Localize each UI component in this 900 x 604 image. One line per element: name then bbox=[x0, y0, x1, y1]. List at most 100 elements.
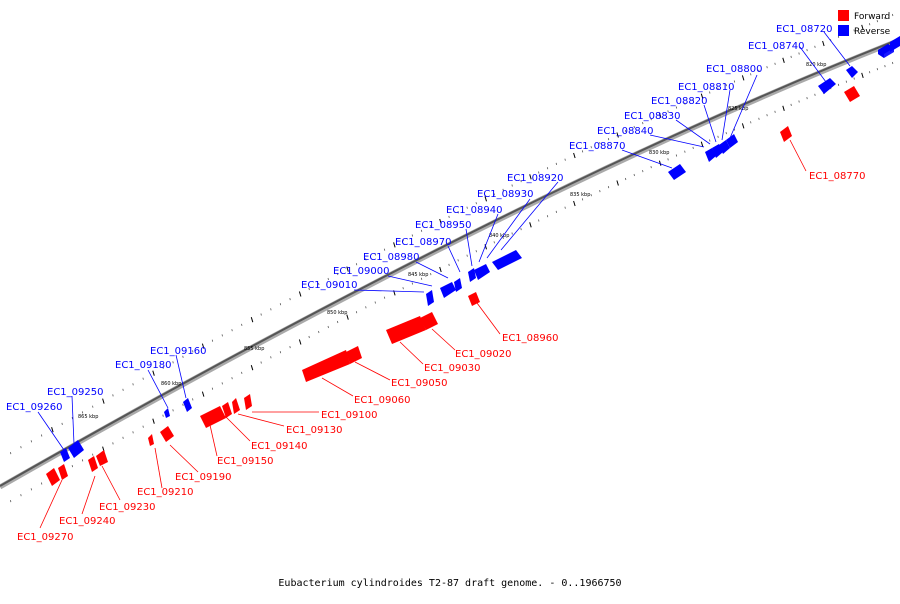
legend-forward-label: Forward bbox=[854, 12, 890, 22]
gene-block-forward bbox=[302, 350, 350, 382]
minor-tick bbox=[717, 87, 719, 90]
minor-tick bbox=[192, 350, 194, 353]
gene-block-reverse bbox=[890, 36, 900, 52]
minor-tick bbox=[590, 146, 592, 149]
minor-tick bbox=[790, 103, 792, 106]
minor-tick bbox=[642, 122, 644, 125]
gene-block-forward bbox=[200, 406, 226, 428]
minor-tick bbox=[814, 93, 816, 96]
major-tick bbox=[484, 196, 487, 202]
gene-label: EC1_08830 bbox=[624, 111, 680, 122]
gene-block-forward bbox=[244, 394, 252, 410]
major-tick bbox=[201, 391, 205, 397]
minor-tick bbox=[564, 158, 566, 161]
major-tick bbox=[573, 152, 576, 159]
callout-line bbox=[387, 275, 433, 287]
minor-tick bbox=[774, 110, 776, 113]
minor-tick bbox=[667, 158, 669, 161]
callout-line bbox=[823, 31, 851, 67]
gene-label: EC1_08940 bbox=[446, 205, 502, 216]
minor-tick bbox=[774, 62, 776, 65]
major-tick bbox=[700, 141, 704, 147]
minor-tick bbox=[493, 241, 495, 244]
callout-line bbox=[353, 289, 425, 293]
callout-line bbox=[799, 46, 827, 83]
legend-reverse-swatch bbox=[838, 25, 849, 36]
minor-tick bbox=[457, 211, 459, 214]
minor-tick bbox=[581, 150, 584, 153]
minor-tick bbox=[853, 77, 855, 80]
minor-tick bbox=[869, 23, 871, 26]
minor-tick bbox=[555, 210, 557, 213]
major-tick bbox=[298, 339, 302, 345]
minor-tick bbox=[318, 282, 320, 286]
minor-tick bbox=[411, 282, 413, 285]
genome-backbone bbox=[0, 37, 900, 490]
gene-block-reverse bbox=[474, 264, 490, 280]
callout-line bbox=[447, 245, 461, 273]
gene-label: EC1_08920 bbox=[507, 173, 563, 184]
minor-tick bbox=[892, 13, 894, 17]
inner-tick-row bbox=[10, 61, 894, 503]
minor-tick bbox=[112, 442, 114, 445]
major-tick bbox=[822, 40, 825, 47]
major-tick bbox=[741, 123, 745, 129]
gene-label: EC1_09240 bbox=[59, 516, 115, 527]
callout-line bbox=[39, 479, 63, 529]
gene-label: EC1_08870 bbox=[569, 141, 625, 152]
minor-tick bbox=[71, 417, 73, 420]
minor-tick bbox=[81, 459, 84, 462]
gene-label: EC1_09010 bbox=[301, 280, 357, 291]
minor-tick bbox=[327, 325, 329, 329]
gene-block-reverse bbox=[164, 408, 170, 418]
minor-tick bbox=[231, 377, 233, 380]
gene-block-forward bbox=[58, 464, 68, 480]
minor-tick bbox=[546, 215, 549, 218]
callout-line bbox=[478, 213, 499, 263]
major-tick bbox=[573, 200, 576, 207]
minor-tick bbox=[758, 117, 760, 120]
minor-tick bbox=[337, 272, 339, 276]
scale-label: 830 kbp bbox=[649, 150, 669, 156]
minor-tick bbox=[132, 431, 134, 434]
minor-tick bbox=[61, 422, 63, 425]
minor-tick bbox=[766, 66, 768, 69]
minor-tick bbox=[308, 335, 310, 339]
minor-tick bbox=[365, 258, 367, 261]
major-tick bbox=[782, 105, 785, 111]
major-tick bbox=[393, 242, 396, 248]
gene-block-forward bbox=[420, 312, 438, 330]
callout-line bbox=[721, 89, 731, 141]
minor-tick bbox=[420, 229, 423, 232]
gene-block-reverse bbox=[183, 398, 192, 412]
minor-tick bbox=[383, 248, 386, 251]
callout-line bbox=[675, 119, 711, 145]
callout-line bbox=[224, 415, 251, 442]
minor-tick bbox=[845, 80, 847, 83]
callout-line bbox=[465, 228, 473, 267]
minor-tick bbox=[430, 273, 432, 276]
minor-tick bbox=[142, 425, 144, 428]
minor-tick bbox=[337, 320, 339, 324]
minor-tick bbox=[750, 73, 752, 76]
gene-block-forward bbox=[46, 468, 60, 486]
minor-tick bbox=[607, 186, 610, 189]
gene-label: EC1_08930 bbox=[477, 189, 533, 200]
minor-tick bbox=[709, 91, 711, 94]
major-tick bbox=[152, 370, 155, 376]
minor-tick bbox=[355, 311, 358, 314]
callout-line bbox=[500, 181, 559, 251]
minor-tick bbox=[837, 83, 840, 86]
minor-tick bbox=[758, 69, 760, 72]
minor-tick bbox=[633, 125, 635, 129]
minor-tick bbox=[869, 71, 871, 74]
legend: Forward Reverse bbox=[838, 10, 891, 37]
minor-tick bbox=[142, 377, 144, 380]
minor-tick bbox=[806, 97, 808, 100]
minor-tick bbox=[241, 323, 243, 326]
gene-label: EC1_08740 bbox=[748, 41, 804, 52]
major-tick bbox=[861, 72, 864, 79]
gene-block-forward bbox=[232, 398, 240, 414]
minor-tick bbox=[182, 355, 184, 358]
gene-label: EC1_09000 bbox=[333, 266, 389, 277]
